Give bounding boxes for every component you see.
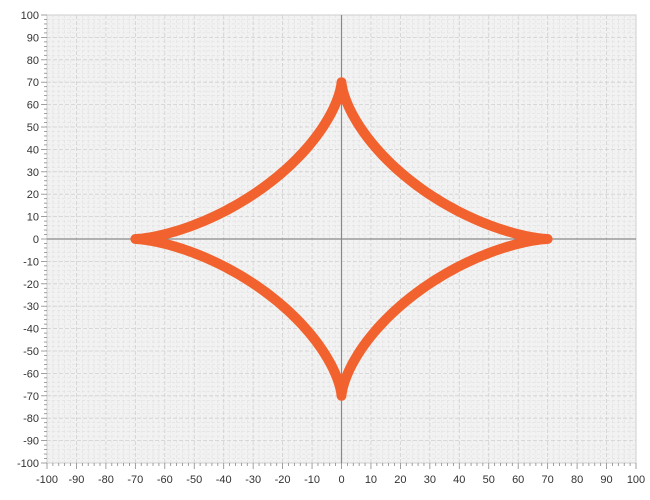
x-tick-label: 0 — [338, 474, 344, 486]
y-tick-label: -40 — [23, 324, 39, 336]
x-tick-label: 70 — [542, 474, 554, 486]
y-tick-labels: -100-90-80-70-60-50-40-30-20-10010203040… — [17, 10, 39, 470]
x-tick-label: 20 — [394, 474, 406, 486]
x-tick-label: 40 — [453, 474, 465, 486]
x-tick-label: -40 — [216, 474, 232, 486]
x-tick-label: 60 — [512, 474, 524, 486]
astroid-curve — [130, 77, 553, 401]
x-tick-label: 10 — [365, 474, 377, 486]
x-tick-label: -60 — [157, 474, 173, 486]
x-tick-label: -70 — [127, 474, 143, 486]
x-tick-label: -20 — [275, 474, 291, 486]
y-tick-label: 80 — [27, 55, 39, 67]
y-tick-label: 60 — [27, 100, 39, 112]
x-tick-label: -100 — [36, 474, 58, 486]
series-layer — [130, 77, 553, 401]
x-tick-label: 30 — [424, 474, 436, 486]
y-tick-label: 0 — [33, 234, 39, 246]
x-tick-label: 90 — [600, 474, 612, 486]
tick-marks — [41, 14, 637, 469]
y-tick-label: -60 — [23, 368, 39, 380]
x-tick-label: -90 — [68, 474, 84, 486]
y-tick-label: -90 — [23, 436, 39, 448]
x-tick-label: 50 — [483, 474, 495, 486]
x-tick-label: -50 — [186, 474, 202, 486]
x-tick-label: 80 — [571, 474, 583, 486]
x-tick-labels: -100 -90 -80 -70 -60 -50 -40 -30 -20 -10 0 10 20 30 40… — [36, 474, 645, 486]
y-tick-label: -50 — [23, 346, 39, 358]
y-tick-label: -30 — [23, 301, 39, 313]
y-tick-label: 90 — [27, 32, 39, 44]
y-tick-label: -20 — [23, 279, 39, 291]
y-tick-label: -80 — [23, 413, 39, 425]
x-tick-label: -30 — [245, 474, 261, 486]
y-tick-label: -100 — [17, 458, 39, 470]
x-tick-label: 100 — [627, 474, 645, 486]
y-tick-label: -70 — [23, 391, 39, 403]
y-tick-label: 10 — [27, 212, 39, 224]
x-tick-label: -80 — [98, 474, 114, 486]
x-tick-label: -10 — [304, 474, 320, 486]
y-tick-label: 50 — [27, 122, 39, 134]
y-tick-label: 100 — [21, 10, 39, 22]
y-tick-label: 40 — [27, 144, 39, 156]
y-tick-label: 70 — [27, 77, 39, 89]
y-tick-label: 20 — [27, 189, 39, 201]
y-tick-label: -10 — [23, 256, 39, 268]
y-tick-label: 30 — [27, 167, 39, 179]
